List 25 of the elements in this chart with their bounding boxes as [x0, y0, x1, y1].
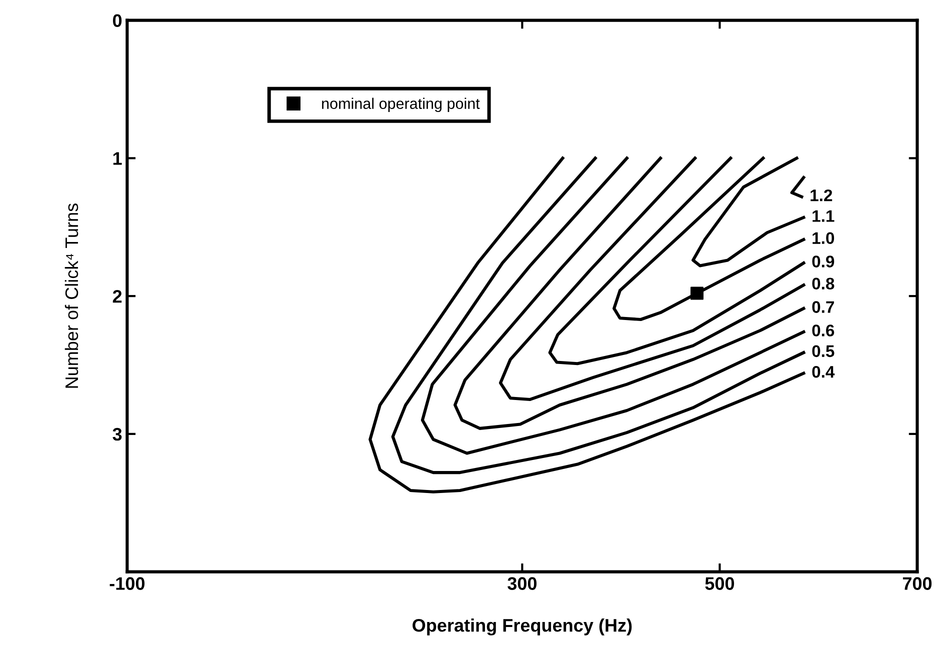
y-axis-title: Number of Click⁴ Turns — [64, 204, 78, 388]
x-tick-label: 700 — [902, 577, 932, 590]
line-series — [454, 156, 806, 430]
line-series — [612, 156, 806, 322]
line-series — [692, 156, 806, 268]
line-series — [548, 156, 806, 366]
legend-label: nominal operating point — [322, 98, 480, 112]
y-tick-label: 3 — [112, 428, 122, 441]
series-label: 1.1 — [812, 210, 834, 222]
series-label: 0.5 — [812, 345, 834, 358]
x-axis-title: Operating Frequency (Hz) — [412, 618, 632, 636]
y-tick-label: 2 — [112, 290, 122, 303]
series-label: 0.8 — [812, 278, 834, 290]
x-tick-label: -100 — [110, 577, 144, 590]
series-label: 1.0 — [812, 232, 834, 244]
series-label: 0.6 — [812, 324, 834, 336]
series-label: 1.2 — [810, 189, 832, 202]
y-tick-label: 1 — [113, 152, 122, 165]
series-label: 0.7 — [812, 301, 834, 313]
y-tick-label: 0 — [112, 14, 122, 28]
line-series — [498, 156, 806, 401]
series-label: 0.4 — [812, 366, 835, 378]
series-label: 0.9 — [812, 256, 834, 268]
x-tick-label: 500 — [705, 577, 734, 590]
x-tick-label: 300 — [508, 577, 537, 590]
